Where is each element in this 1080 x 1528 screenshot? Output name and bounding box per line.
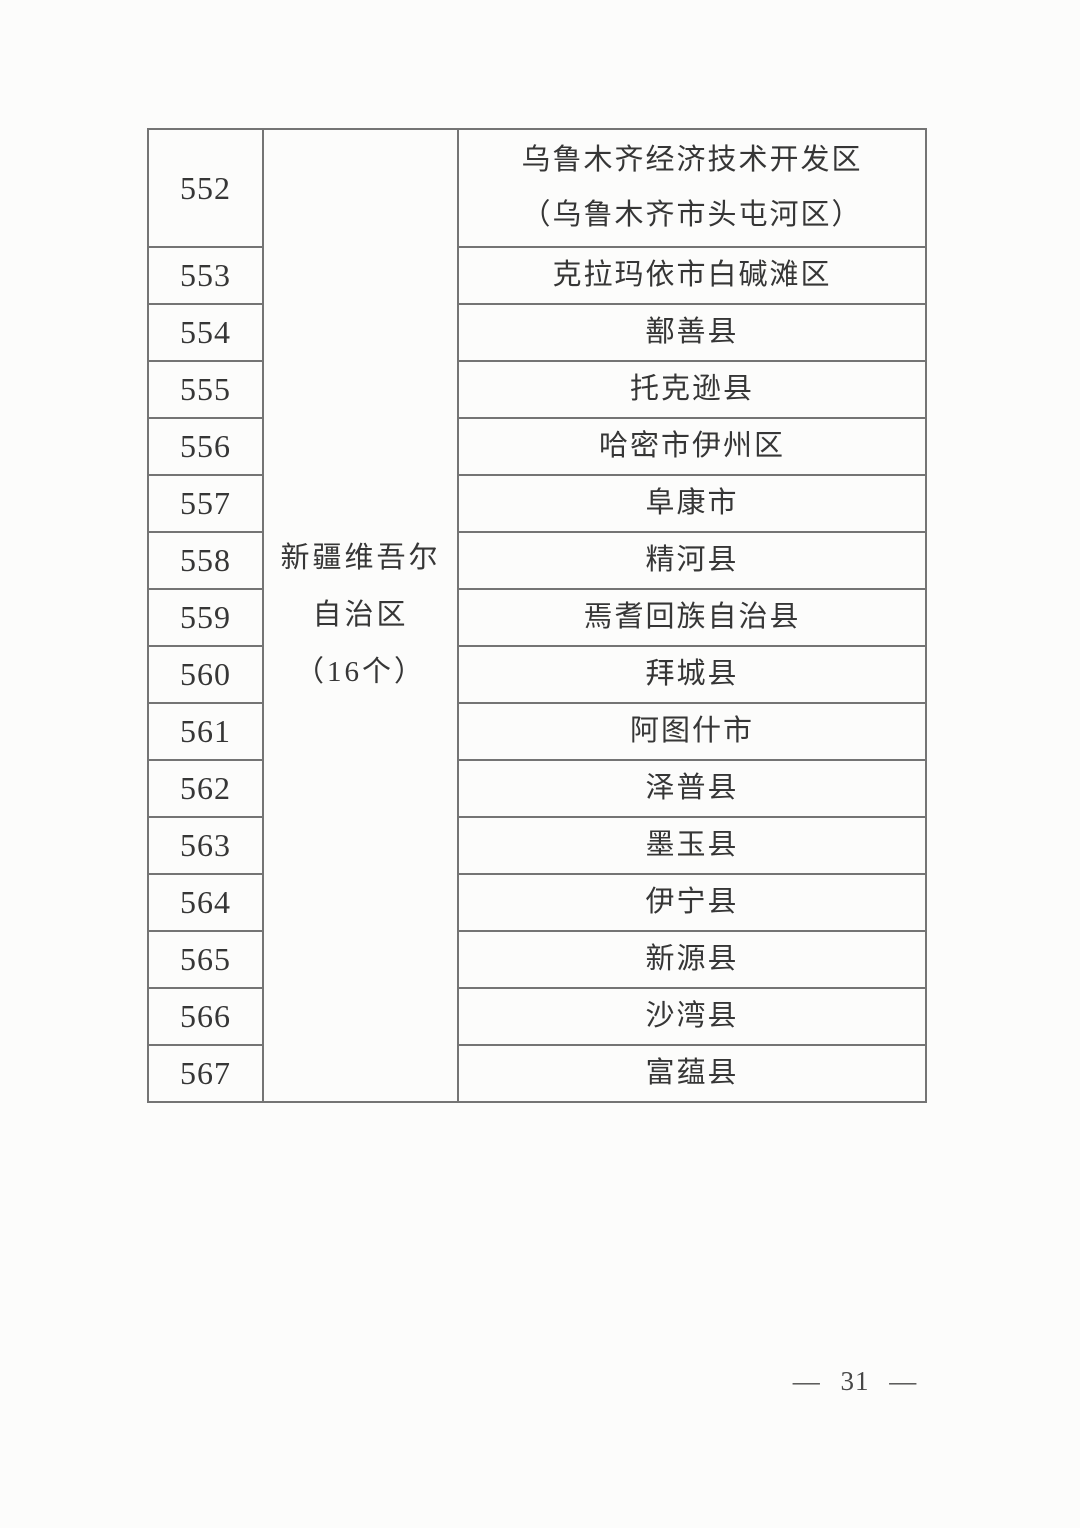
region-name-cell: 拜城县 [457, 645, 927, 704]
row-number-cell: 555 [147, 360, 264, 419]
region-name: 新源县 [645, 943, 739, 975]
row-number-cell: 564 [147, 873, 264, 932]
table-row: 567 富蕴县 [147, 1044, 927, 1103]
region-name-cell: 泽普县 [457, 759, 927, 818]
row-number-cell: 557 [147, 474, 264, 533]
table-row: 554 鄯善县 [147, 303, 927, 362]
table-row: 555 托克逊县 [147, 360, 927, 419]
table-row: 561 阿图什市 [147, 702, 927, 761]
region-name-cell: 阜康市 [457, 474, 927, 533]
region-name-cell: 新源县 [457, 930, 927, 989]
region-name: 克拉玛依市白碱滩区 [552, 259, 832, 291]
region-name: 泽普县 [645, 772, 739, 804]
region-name: 鄯善县 [645, 316, 739, 348]
table-row: 565 新源县 [147, 930, 927, 989]
region-name: 乌鲁木齐经济技术开发区 [521, 144, 863, 176]
region-name-cell: 墨玉县 [457, 816, 927, 875]
row-number-cell: 552 [147, 128, 264, 248]
table-row: 553 克拉玛依市白碱滩区 [147, 246, 927, 305]
region-name-cell: 托克逊县 [457, 360, 927, 419]
row-number-cell: 563 [147, 816, 264, 875]
page-number-label: — 31 — [792, 1366, 918, 1396]
page-number: — 31 — [770, 1366, 940, 1397]
row-number-cell: 566 [147, 987, 264, 1046]
region-name: 伊宁县 [645, 886, 739, 918]
region-name-cell: 富蕴县 [457, 1044, 927, 1103]
table-row: 558 精河县 [147, 531, 927, 590]
row-number-cell: 562 [147, 759, 264, 818]
region-table-body: 552 新疆维吾尔 自治区 （16个） 乌鲁木齐经济技术开发区 （乌鲁木齐市头屯河区） 55… [147, 128, 927, 1103]
table-row: 560 拜城县 [147, 645, 927, 704]
province-line: 自治区 [312, 599, 409, 631]
row-number-cell: 553 [147, 246, 264, 305]
table-row: 564 伊宁县 [147, 873, 927, 932]
row-number-cell: 556 [147, 417, 264, 476]
region-name: 焉耆回族自治县 [583, 601, 801, 633]
region-name: 哈密市伊州区 [598, 430, 785, 462]
region-name-cell: 克拉玛依市白碱滩区 [457, 246, 927, 305]
province-line: （16个） [294, 656, 426, 688]
table-row: 563 墨玉县 [147, 816, 927, 875]
region-name-cell: 乌鲁木齐经济技术开发区 （乌鲁木齐市头屯河区） [457, 128, 927, 248]
table-row: 556 哈密市伊州区 [147, 417, 927, 476]
row-number-cell: 567 [147, 1044, 264, 1103]
region-name: 拜城县 [645, 658, 739, 690]
row-number-cell: 554 [147, 303, 264, 362]
region-name: 富蕴县 [645, 1057, 739, 1089]
region-name-cell: 鄯善县 [457, 303, 927, 362]
province-line: 新疆维吾尔 [280, 542, 441, 574]
region-name-cell: 伊宁县 [457, 873, 927, 932]
row-number-cell: 565 [147, 930, 264, 989]
table-row: 566 沙湾县 [147, 987, 927, 1046]
region-name: 阜康市 [645, 487, 739, 519]
region-name-cell: 阿图什市 [457, 702, 927, 761]
table-row: 557 阜康市 [147, 474, 927, 533]
region-name: 阿图什市 [629, 715, 754, 747]
row-number-cell: 559 [147, 588, 264, 647]
row-number-cell: 560 [147, 645, 264, 704]
region-name-cell: 精河县 [457, 531, 927, 590]
row-number-cell: 561 [147, 702, 264, 761]
row-number-cell: 558 [147, 531, 264, 590]
region-name-cell: 哈密市伊州区 [457, 417, 927, 476]
region-name: 精河县 [645, 544, 739, 576]
table-row: 552 新疆维吾尔自治区 （16个） 乌鲁木齐经济技术开发区 （乌鲁木齐市头屯河区） [147, 128, 927, 1103]
table-row: 559 焉耆回族自治县 [147, 588, 927, 647]
region-name-cell: 沙湾县 [457, 987, 927, 1046]
table-row: 562 泽普县 [147, 759, 927, 818]
region-name-cell: 焉耆回族自治县 [457, 588, 927, 647]
region-name: 托克逊县 [629, 373, 754, 405]
province-cell: 新疆维吾尔自治区 （16个） [262, 128, 459, 1103]
region-name-secondary: （乌鲁木齐市头屯河区） [521, 199, 863, 231]
region-name: 墨玉县 [645, 829, 739, 861]
region-name: 沙湾县 [645, 1000, 739, 1032]
region-table: 552 新疆维吾尔 自治区 （16个） 乌鲁木齐经济技术开发区 （乌鲁木齐市头屯河区） 55… [147, 128, 927, 1103]
